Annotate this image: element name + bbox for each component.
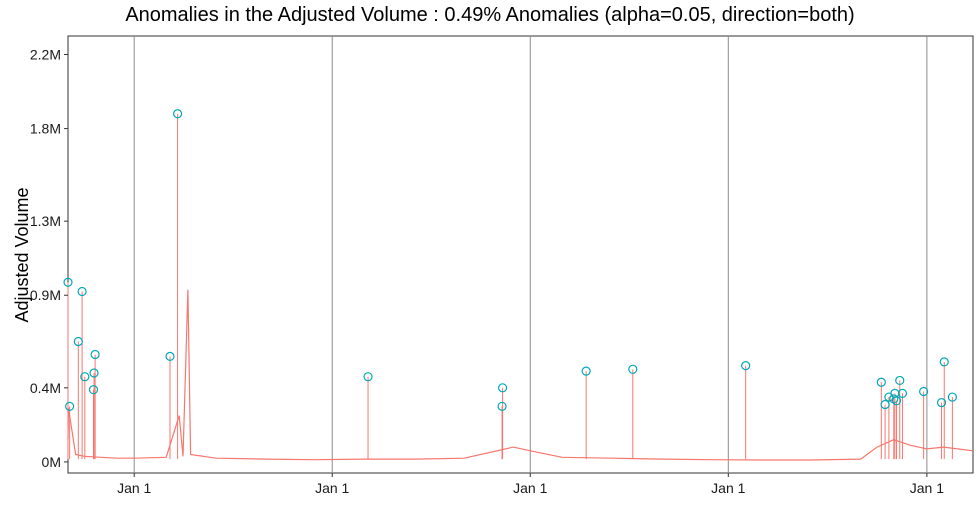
y-axis-label: Adjusted Volume bbox=[12, 187, 32, 322]
x-tick-label: Jan 1 bbox=[117, 480, 151, 496]
anomaly-point bbox=[497, 401, 507, 411]
anomaly-point bbox=[936, 398, 947, 408]
anomaly-point bbox=[88, 385, 99, 395]
anomaly-point bbox=[919, 386, 929, 397]
anomaly-point bbox=[939, 357, 949, 367]
axis-layer: Jan 1 Jan 1 Jan 1 Jan 1 Jan 1 0M 0.4M 0.9M 1.3M 1… bbox=[30, 47, 944, 496]
line-layer bbox=[67, 113, 974, 461]
y-tick-label: 0M bbox=[42, 454, 61, 470]
anomaly-point bbox=[889, 394, 899, 404]
anomaly-point bbox=[77, 286, 87, 297]
anomaly-point bbox=[947, 392, 957, 402]
anomaly-point bbox=[165, 351, 175, 361]
anomaly-point bbox=[628, 364, 638, 374]
y-tick-label: 1.8M bbox=[30, 121, 61, 137]
anomaly-point bbox=[876, 377, 886, 387]
x-tick-label: Jan 1 bbox=[315, 480, 349, 496]
anomaly-point bbox=[89, 368, 99, 378]
anomaly-point bbox=[497, 383, 508, 393]
anomaly-layer bbox=[63, 109, 957, 411]
anomaly-point bbox=[363, 372, 373, 382]
y-tick-label: 1.3M bbox=[30, 213, 61, 229]
anomaly-point bbox=[741, 361, 751, 371]
anomaly-point bbox=[897, 388, 908, 398]
anomaly-point bbox=[891, 396, 902, 406]
anomaly-point bbox=[172, 109, 183, 119]
x-tick-label: Jan 1 bbox=[513, 480, 547, 496]
y-tick-label: 2.2M bbox=[30, 47, 61, 63]
grid-layer bbox=[133, 36, 928, 473]
anomaly-point bbox=[895, 375, 905, 386]
plot-panel bbox=[67, 35, 974, 474]
anomaly-point bbox=[73, 336, 83, 347]
anomaly-point bbox=[65, 401, 75, 411]
x-tick-label: Jan 1 bbox=[711, 480, 745, 496]
chart-title: Anomalies in the Adjusted Volume : 0.49%… bbox=[125, 4, 855, 26]
anomaly-point bbox=[80, 372, 90, 382]
y-tick-label: 0.4M bbox=[30, 380, 61, 396]
x-tick-label: Jan 1 bbox=[910, 480, 944, 496]
series-line bbox=[67, 289, 974, 461]
anomaly-point bbox=[63, 277, 73, 287]
anomaly-point bbox=[90, 349, 100, 360]
anomaly-point bbox=[880, 399, 890, 410]
anomaly-point bbox=[581, 366, 591, 376]
y-tick-label: 0.9M bbox=[30, 287, 61, 303]
